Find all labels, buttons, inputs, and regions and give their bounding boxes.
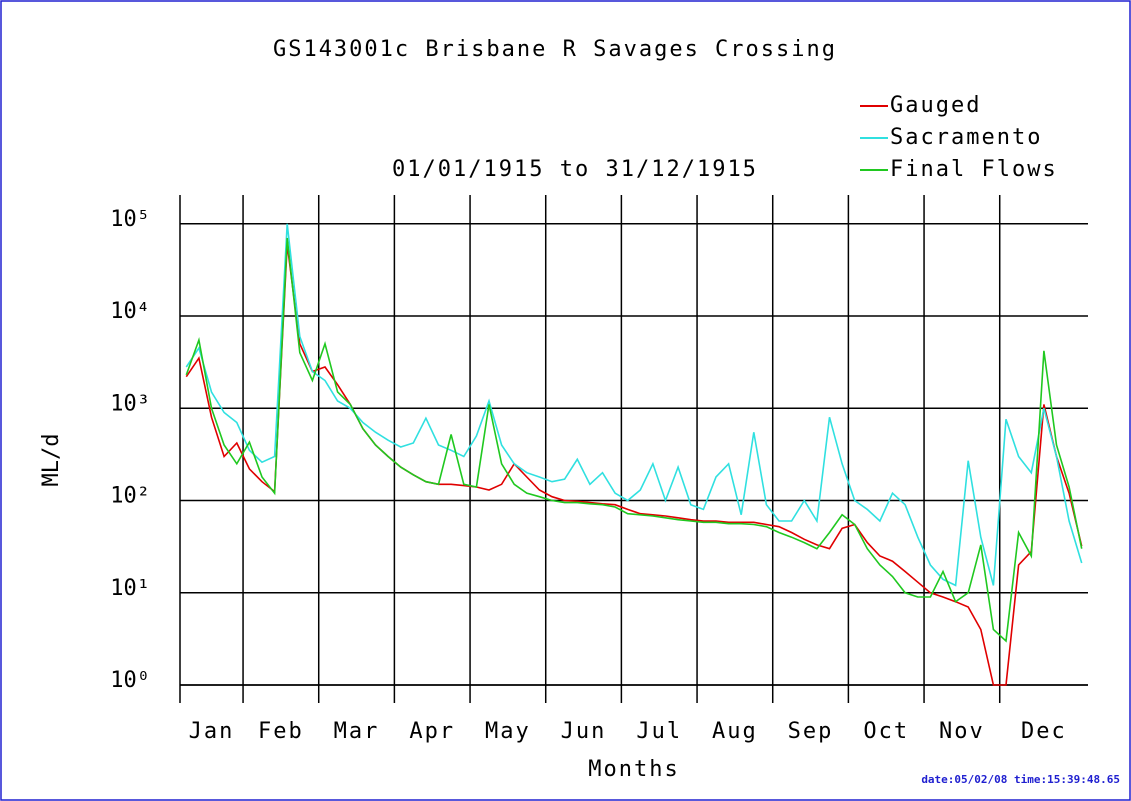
footnote: date:05/02/08 time:15:39:48.65 (921, 773, 1120, 786)
y-tick-label: 10⁴ (110, 299, 150, 324)
chart-title: GS143001c Brisbane R Savages Crossing (273, 37, 837, 62)
x-tick-label: Apr (409, 719, 455, 744)
x-tick-label: Nov (939, 719, 985, 744)
x-tick-label: Oct (863, 719, 909, 744)
x-axis-label: Months (588, 757, 679, 782)
series-line (185, 237, 1083, 643)
y-tick-label: 10³ (110, 391, 150, 416)
y-tick-label: 10⁰ (110, 668, 150, 693)
series-line (185, 223, 1083, 587)
x-tick-label: Mar (334, 719, 380, 744)
y-tick-label: 10¹ (110, 576, 150, 601)
legend-label: Gauged (890, 93, 981, 118)
x-tick-label: May (485, 719, 531, 744)
x-tick-label: Feb (258, 719, 304, 744)
x-tick-label: Sep (788, 719, 834, 744)
legend-label: Final Flows (890, 157, 1058, 182)
x-tick-label: Jun (561, 719, 607, 744)
x-tick-label: Jul (636, 719, 682, 744)
x-tick-label: Dec (1021, 719, 1067, 744)
y-tick-label: 10⁵ (110, 207, 150, 232)
y-tick-label: 10² (110, 484, 150, 509)
legend-label: Sacramento (890, 125, 1042, 150)
y-axis-label: ML/d (39, 434, 64, 487)
x-tick-label: Jan (189, 719, 235, 744)
x-tick-label: Aug (712, 719, 758, 744)
chart-subtitle: 01/01/1915 to 31/12/1915 (392, 157, 758, 182)
